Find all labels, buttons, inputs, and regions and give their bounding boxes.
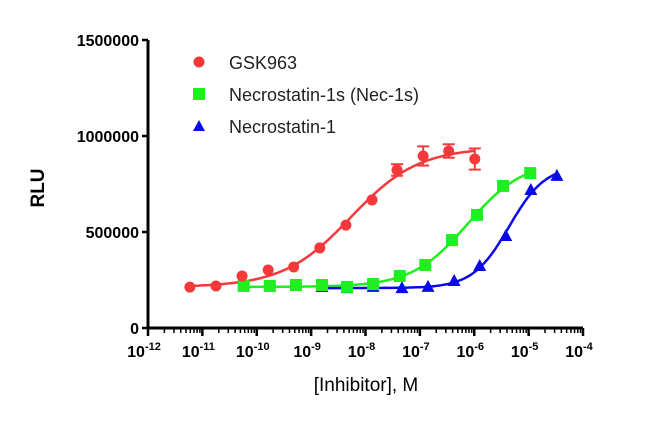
x-axis-title: [Inhibitor], M (314, 375, 419, 396)
data-point-gsk963 (443, 145, 455, 157)
data-point-nec1s (497, 179, 510, 192)
data-point-gsk963 (366, 194, 378, 206)
data-point-nec1 (421, 279, 435, 292)
data-point-gsk963 (314, 242, 326, 254)
data-point-gsk963 (210, 280, 222, 292)
data-point-gsk963 (184, 281, 196, 293)
data-point-gsk963 (262, 264, 274, 276)
y-tick-label: 500000 (86, 225, 139, 242)
y-tick-label: 1000000 (77, 129, 139, 146)
x-tick-label: 10-10 (236, 341, 270, 361)
x-tick-label: 10-11 (182, 341, 215, 361)
legend-marker-triangle (193, 120, 205, 131)
x-tick-label: 10-6 (456, 341, 484, 361)
data-point-nec1 (499, 229, 513, 242)
legend-marker-square (193, 88, 205, 100)
data-point-gsk963 (469, 153, 481, 165)
x-tick-label: 10-12 (127, 341, 161, 361)
x-tick-label: 10-5 (511, 341, 539, 361)
data-point-nec1s (316, 278, 328, 291)
data-point-nec1s (237, 279, 250, 292)
data-point-gsk963 (288, 261, 300, 273)
legend-label: Necrostatin-1s (Nec-1s) (229, 85, 419, 105)
legend-label: GSK963 (229, 53, 297, 73)
fit-curve-2 (322, 172, 558, 290)
x-tick-label: 10-8 (348, 341, 376, 361)
data-points (184, 143, 564, 294)
y-axis-title: RLU (28, 168, 49, 207)
y-tick-label: 1500000 (77, 33, 139, 50)
x-tick-label: 10-9 (293, 341, 321, 361)
fit-curve-0 (189, 149, 475, 288)
data-point-nec1 (550, 168, 564, 181)
data-point-nec1 (447, 273, 461, 286)
data-point-nec1s (393, 269, 406, 282)
x-tick-label: 10-4 (565, 341, 593, 361)
data-point-nec1s (341, 280, 354, 293)
data-point-nec1s (470, 208, 483, 221)
fit-curves (189, 149, 558, 290)
y-tick-label: 0 (130, 321, 139, 338)
data-point-nec1s (263, 279, 276, 292)
data-point-nec1s (367, 278, 380, 291)
legend-label: Necrostatin-1 (229, 117, 336, 137)
data-point-gsk963 (340, 219, 352, 231)
data-point-nec1s (419, 259, 432, 272)
data-point-nec1s (289, 278, 302, 291)
data-point-nec1s (524, 167, 537, 180)
legend-marker-circle (193, 56, 205, 68)
data-point-gsk963 (391, 164, 403, 176)
data-point-nec1s (445, 234, 458, 247)
axes: 0 500000 1000000 1500000 10-12 10-11 10-10 10-9… (77, 33, 594, 361)
x-tick-label: 10-7 (402, 341, 430, 361)
legend: GSK963 Necrostatin-1s (Nec-1s) Necrostatin… (193, 53, 419, 137)
data-point-gsk963 (417, 150, 429, 162)
data-point-nec1 (395, 281, 409, 294)
data-point-nec1 (473, 258, 487, 271)
data-point-nec1 (524, 182, 538, 195)
data-point-gsk963 (236, 270, 248, 282)
